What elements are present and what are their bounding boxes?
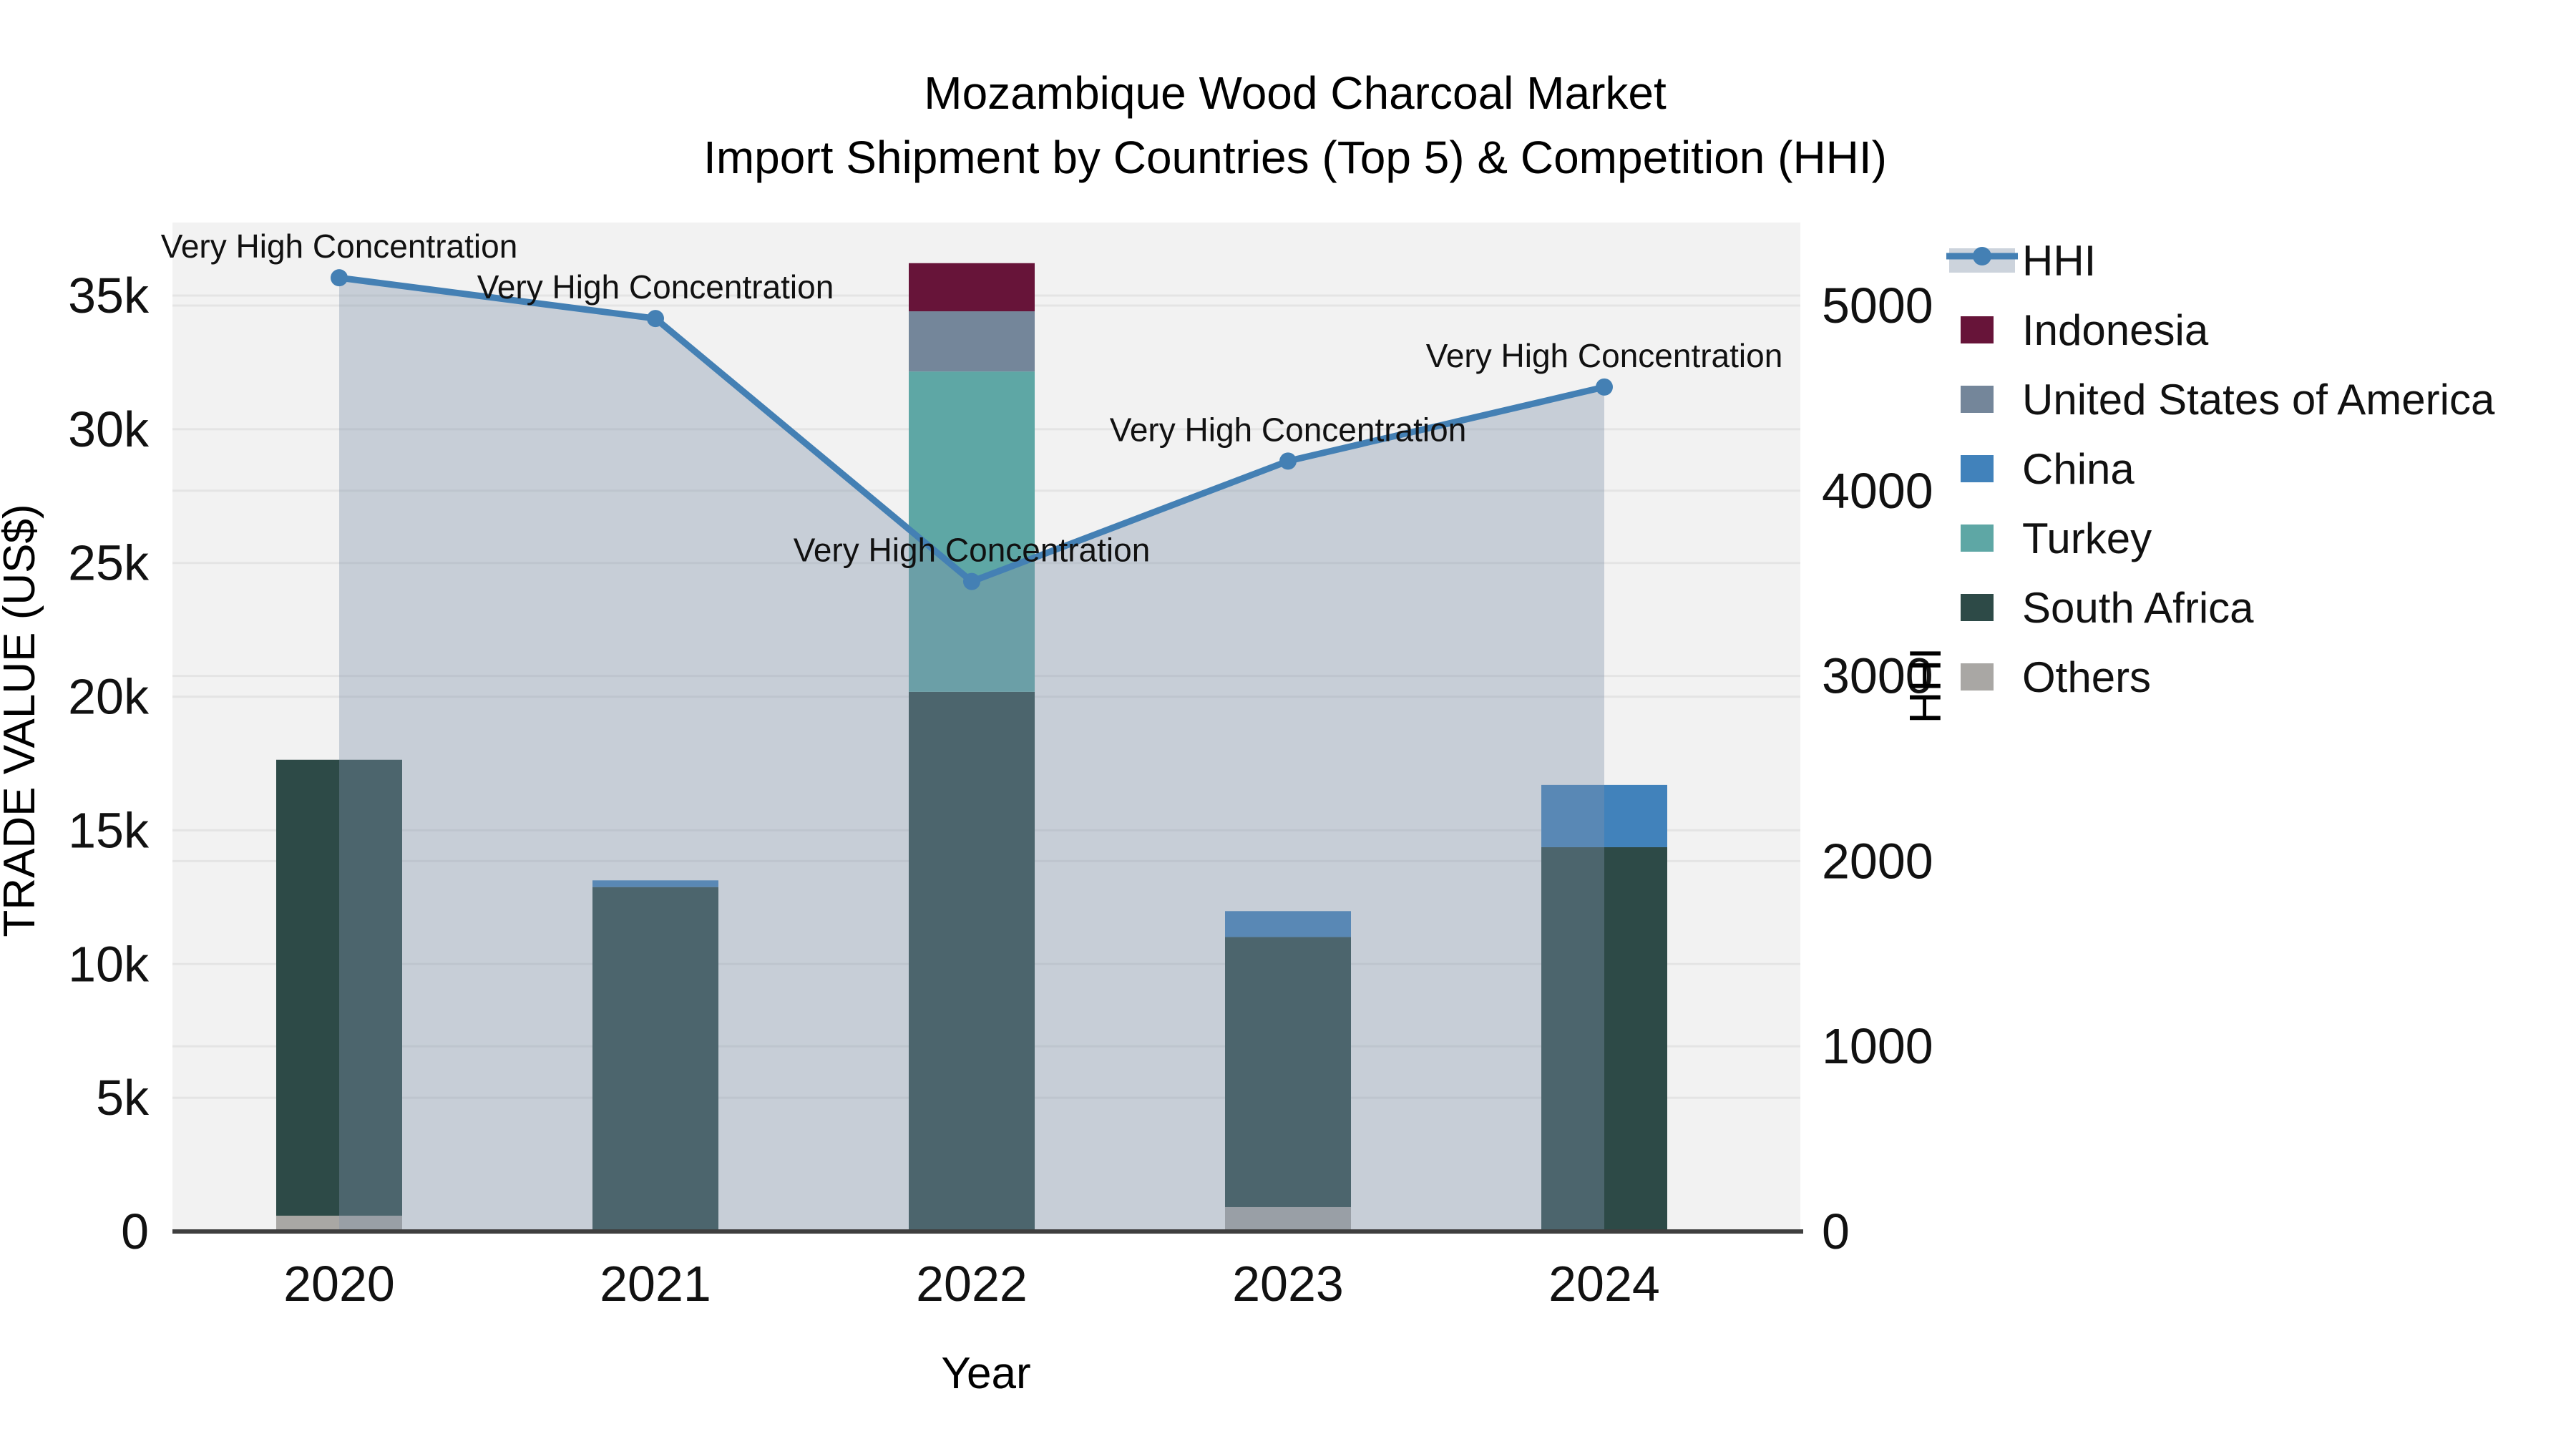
hhi-marker-2020 (331, 269, 348, 287)
legend-hhi-marker (1973, 247, 1991, 265)
x-tick-label-2023: 2023 (1232, 1256, 1344, 1312)
right-tick-label: 5000 (1822, 278, 1933, 333)
legend-swatch (1961, 525, 1994, 552)
hhi-marker-2023 (1279, 452, 1297, 470)
right-tick-label: 2000 (1822, 833, 1933, 889)
legend-item-china: China (1961, 445, 2135, 493)
chart-subtitle: Import Shipment by Countries (Top 5) & C… (703, 132, 1887, 183)
bar-segment-others-2023 (1225, 1206, 1351, 1231)
hhi-marker-2021 (647, 310, 664, 328)
bar-segment-china-2023 (1225, 911, 1351, 937)
bar-segment-turkey-2022 (909, 371, 1035, 692)
left-tick-label: 30k (68, 401, 150, 457)
legend-swatch (1961, 386, 1994, 413)
x-tick-label-2024: 2024 (1548, 1256, 1660, 1312)
bar-segment-south-africa-2023 (1225, 937, 1351, 1207)
left-tick-label: 10k (68, 936, 150, 992)
x-axis-line (172, 1229, 1803, 1234)
x-axis-title: Year (941, 1349, 1030, 1398)
bar-segment-united-states-of-america-2022 (909, 311, 1035, 372)
legend-item-indonesia: Indonesia (1961, 306, 2209, 354)
chart-title: Mozambique Wood Charcoal Market (924, 67, 1667, 119)
bar-segment-south-africa-2020 (276, 759, 402, 1216)
left-tick-label: 5k (96, 1070, 150, 1126)
legend-swatch (1961, 316, 1994, 343)
left-tick-label: 35k (68, 268, 150, 323)
legend-item-others: Others (1961, 653, 2151, 701)
right-tick-label: 4000 (1822, 463, 1933, 519)
left-tick-label: 25k (68, 535, 150, 591)
right-axis-title: HHI (1901, 648, 1951, 724)
legend-label: Indonesia (2022, 306, 2209, 354)
legend-item-united-states-of-america: United States of America (1961, 376, 2495, 424)
legend-swatch (1961, 594, 1994, 621)
bar-segment-south-africa-2024 (1541, 847, 1667, 1231)
legend: HHI Indonesia United States of America Chin… (1946, 237, 2495, 701)
annotation-2021: Very High Concentration (477, 268, 834, 306)
hhi-marker-2024 (1596, 378, 1613, 396)
right-tick-label: 3000 (1822, 648, 1933, 704)
legend-swatch (1961, 455, 1994, 482)
bar-segment-south-africa-2022 (909, 691, 1035, 1231)
right-tick-label: 1000 (1822, 1018, 1933, 1074)
legend-item-turkey: Turkey (1961, 514, 2152, 562)
hhi-area-fill (339, 278, 1604, 1232)
x-tick-label-2021: 2021 (600, 1256, 711, 1312)
left-tick-label: 0 (121, 1204, 149, 1259)
legend-label: Others (2022, 653, 2151, 701)
bar-segment-china-2024 (1541, 784, 1667, 847)
bar-segment-south-africa-2021 (592, 887, 718, 1231)
legend-label: South Africa (2022, 584, 2254, 632)
annotation-2022: Very High Concentration (794, 532, 1151, 569)
bar-segment-china-2021 (592, 880, 718, 887)
legend-label: Turkey (2022, 514, 2152, 562)
legend-item-hhi: HHI (1946, 237, 2096, 285)
legend-label: China (2022, 445, 2135, 493)
x-tick-label-2020: 2020 (283, 1256, 395, 1312)
hhi-marker-2022 (963, 572, 980, 590)
legend-label: HHI (2022, 237, 2096, 285)
right-tick-label: 0 (1822, 1204, 1850, 1259)
annotation-2024: Very High Concentration (1426, 337, 1783, 374)
bar-segment-indonesia-2022 (909, 263, 1035, 312)
legend-item-south-africa: South Africa (1961, 584, 2254, 632)
legend-swatch (1961, 663, 1994, 691)
annotation-2023: Very High Concentration (1110, 411, 1467, 448)
x-tick-label-2022: 2022 (916, 1256, 1028, 1312)
annotation-2020: Very High Concentration (161, 228, 518, 265)
bar-segment-others-2020 (276, 1215, 402, 1231)
left-tick-label: 20k (68, 669, 150, 725)
left-tick-label: 15k (68, 802, 150, 858)
legend-label: United States of America (2022, 376, 2495, 424)
left-axis-title: TRADE VALUE (US$) (0, 504, 44, 937)
